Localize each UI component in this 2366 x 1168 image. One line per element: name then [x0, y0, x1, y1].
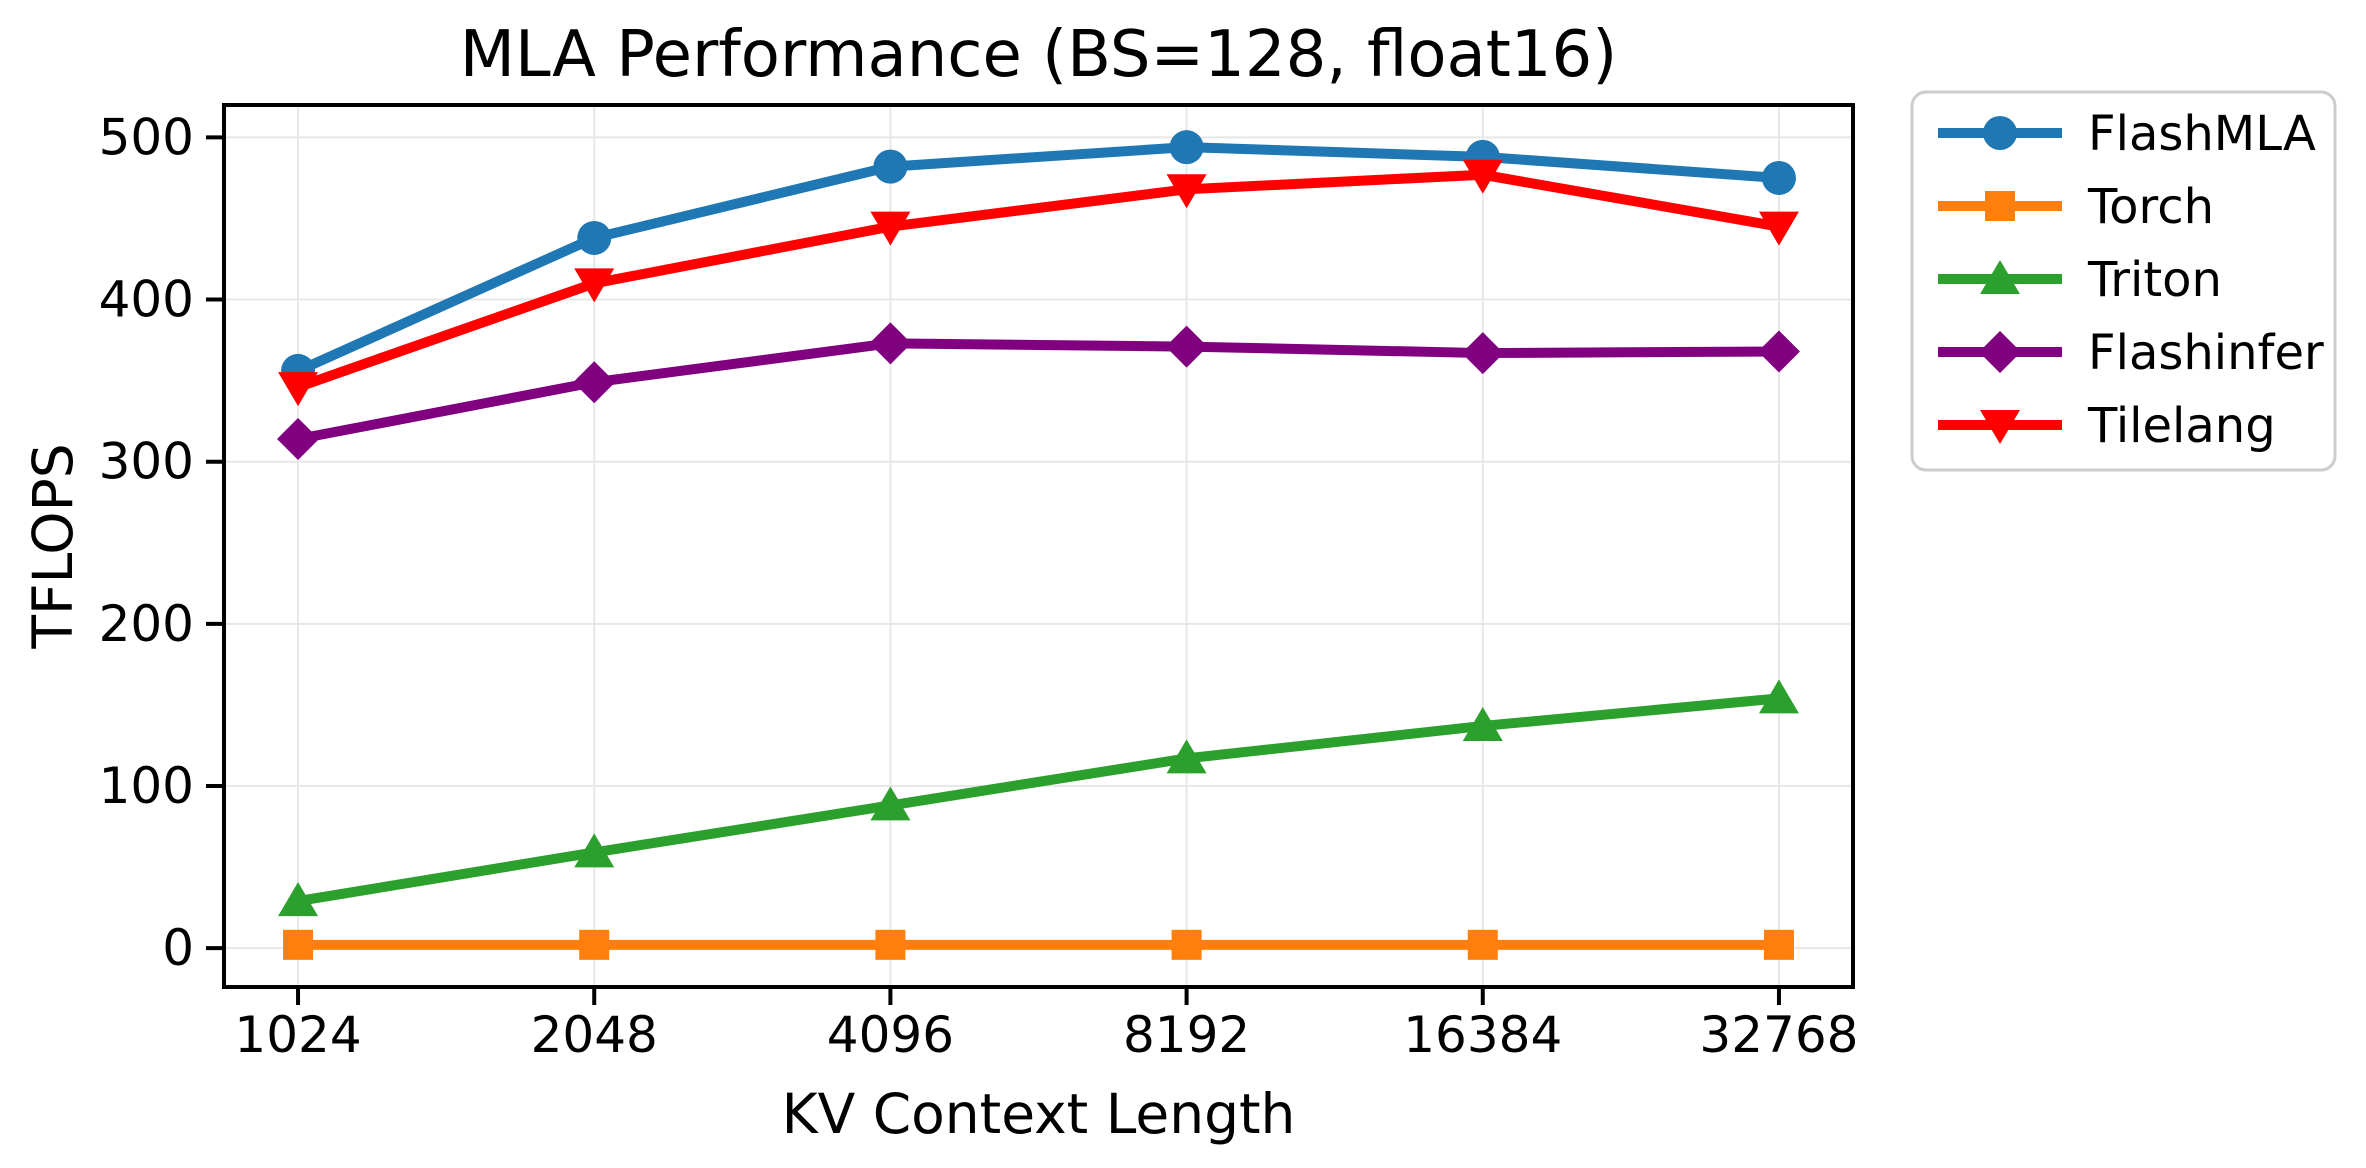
series-triton: [278, 679, 1799, 917]
series-marker-triton-16384: [1462, 706, 1503, 741]
series-marker-triton-2048: [574, 833, 615, 868]
x-axis: 1024 2048 4096 8192 16384 32768: [234, 987, 1858, 1064]
ytick-label-200: 200: [99, 595, 194, 653]
plot-frame: [222, 103, 1855, 989]
series-marker-flashmla-4096: [873, 149, 908, 184]
legend: FlashMLA Torch Triton Flashinfer Tilelang: [1910, 90, 2337, 472]
series-marker-triton-1024: [278, 882, 319, 917]
legend-label-torch: Torch: [2087, 179, 2214, 235]
ytick-label-0: 0: [162, 919, 194, 977]
series-marker-triton-32768: [1758, 679, 1799, 714]
series-marker-flashinfer-1024: [277, 417, 320, 460]
series-marker-flashmla-32768: [1761, 160, 1796, 195]
legend-item-triton: Triton: [1938, 252, 2222, 308]
series-marker-torch-8192: [1171, 929, 1202, 960]
xtick-label-4096: 4096: [827, 1006, 954, 1064]
xtick-label-2048: 2048: [531, 1006, 658, 1064]
series-marker-flashmla-8192: [1169, 130, 1204, 165]
legend-label-flashmla: FlashMLA: [2088, 106, 2316, 162]
legend-label-triton: Triton: [2087, 252, 2222, 308]
legend-item-tilelang: Tilelang: [1938, 398, 2276, 454]
series-marker-flashinfer-2048: [573, 361, 616, 404]
legend-item-flashmla: FlashMLA: [1938, 106, 2316, 162]
legend-marker-flashinfer: [1979, 331, 2021, 373]
series-line-tilelang: [296, 169, 1780, 392]
series-marker-flashmla-2048: [577, 220, 612, 255]
series-marker-tilelang-2048: [574, 268, 615, 303]
chart-title: MLA Performance (BS=128, float16): [460, 18, 1617, 92]
series-marker-triton-4096: [870, 786, 911, 821]
legend-label-flashinfer: Flashinfer: [2088, 325, 2324, 381]
series-marker-torch-4096: [875, 929, 906, 960]
series-marker-tilelang-16384: [1462, 159, 1503, 194]
series-marker-flashinfer-16384: [1461, 332, 1504, 375]
legend-label-tilelang: Tilelang: [2087, 398, 2276, 454]
series-flashinfer: [277, 322, 1800, 460]
legend-marker-flashmla: [1983, 116, 2017, 150]
series-marker-torch-2048: [579, 929, 610, 960]
xtick-label-8192: 8192: [1123, 1006, 1250, 1064]
series-marker-triton-8192: [1166, 739, 1207, 774]
series-flashmla: [281, 130, 1796, 388]
series-marker-tilelang-8192: [1166, 174, 1207, 209]
legend-box: [1910, 90, 2337, 472]
ytick-label-400: 400: [99, 271, 194, 329]
series-tilelang: [278, 159, 1799, 407]
series-line-flashinfer: [297, 338, 1779, 444]
xtick-label-16384: 16384: [1403, 1006, 1562, 1064]
ytick-label-100: 100: [99, 757, 194, 815]
legend-marker-torch: [1985, 191, 2015, 221]
x-axis-label: KV Context Length: [782, 1082, 1296, 1146]
series-marker-flashinfer-8192: [1165, 325, 1208, 368]
xtick-label-32768: 32768: [1699, 1006, 1858, 1064]
series-marker-torch-1024: [283, 929, 314, 960]
xtick-label-1024: 1024: [234, 1006, 361, 1064]
series-marker-tilelang-1024: [278, 372, 319, 407]
legend-item-torch: Torch: [1938, 179, 2214, 235]
legend-marker-triton: [1980, 260, 2020, 294]
series-marker-torch-16384: [1467, 929, 1498, 960]
series-marker-tilelang-4096: [870, 211, 911, 246]
series-line-triton: [297, 693, 1780, 907]
legend-item-flashinfer: Flashinfer: [1938, 325, 2324, 381]
series-marker-torch-32768: [1763, 929, 1794, 960]
y-axis: 0 100 200 300 400 500: [99, 108, 224, 977]
ytick-label-500: 500: [99, 108, 194, 166]
series-marker-flashinfer-32768: [1757, 330, 1800, 373]
legend-marker-tilelang: [1980, 410, 2020, 444]
series-line-flashmla: [295, 142, 1780, 376]
series-torch: [283, 929, 1794, 960]
series-marker-flashinfer-4096: [869, 322, 912, 365]
series-marker-tilelang-32768: [1758, 211, 1799, 246]
ytick-label-300: 300: [99, 433, 194, 491]
y-axis-label: TFLOPS: [21, 443, 85, 649]
